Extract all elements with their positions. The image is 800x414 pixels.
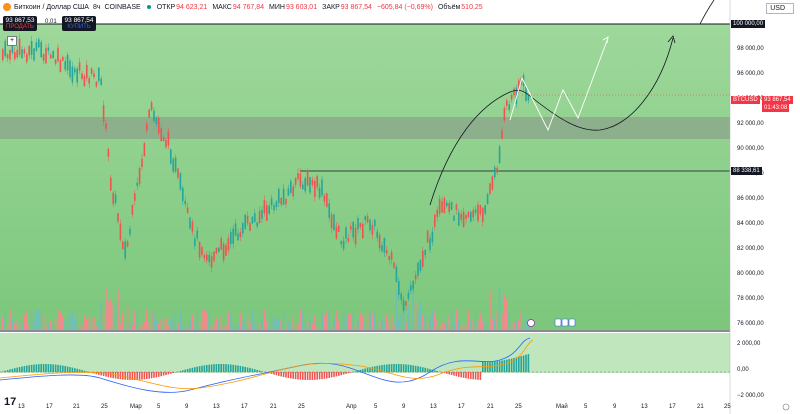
time-tick: 13 bbox=[18, 404, 25, 410]
price-tick: 84 000,00 bbox=[737, 221, 764, 227]
time-tick: 17 bbox=[46, 404, 53, 410]
price-tick: 96 000,00 bbox=[737, 71, 764, 77]
high-label: МАКС bbox=[212, 3, 232, 11]
price-tick: 98 000,00 bbox=[737, 46, 764, 52]
volume-label: Объём bbox=[437, 3, 461, 11]
price-tick: 82 000,00 bbox=[737, 246, 764, 252]
time-tick: 5 bbox=[584, 404, 588, 410]
macd-histogram bbox=[2, 354, 530, 380]
tradingview-logo[interactable]: 17 bbox=[4, 396, 17, 408]
price-tick: 86 000,00 bbox=[737, 196, 764, 202]
currency-button[interactable]: USD bbox=[766, 3, 794, 14]
time-tick: 13 bbox=[641, 404, 648, 410]
price-pane-background bbox=[0, 24, 730, 330]
drawing-arc-up[interactable] bbox=[429, 89, 531, 206]
price-tick: 90 000,00 bbox=[737, 146, 764, 152]
time-tick: 13 bbox=[213, 404, 220, 410]
time-tick: 17 bbox=[669, 404, 676, 410]
time-tick: 9 bbox=[185, 404, 189, 410]
volume-value: 510,25 bbox=[461, 3, 483, 11]
event-marker-icon[interactable] bbox=[527, 319, 535, 327]
spread-value: 0,01 bbox=[45, 19, 57, 25]
buy-label: КУПИТЬ bbox=[67, 24, 91, 30]
time-tick: 25 bbox=[298, 404, 305, 410]
time-tick: 17 bbox=[241, 404, 248, 410]
current-symbol-badge: BTCUSD bbox=[731, 96, 760, 104]
price-tick: 80 000,00 bbox=[737, 271, 764, 277]
low-label: МИН bbox=[269, 3, 285, 11]
interval[interactable]: 8ч bbox=[92, 3, 101, 11]
sell-label: ПРОДАТЬ bbox=[6, 24, 34, 30]
earnings-marker-icon[interactable] bbox=[554, 318, 562, 327]
time-tick: Мар bbox=[130, 404, 142, 410]
time-tick: Апр bbox=[346, 404, 357, 410]
macd-tick: −2 000,00 bbox=[737, 393, 764, 399]
signal-line bbox=[0, 339, 534, 390]
macd-positive-zone bbox=[0, 333, 730, 373]
zigzag-arrow-icon bbox=[602, 36, 609, 44]
add-indicator-button[interactable]: + bbox=[7, 36, 17, 46]
drawing-curve-top[interactable] bbox=[699, 0, 715, 25]
volume-bars bbox=[2, 287, 530, 330]
sell-price: 93 867,53 bbox=[5, 17, 35, 24]
buy-price: 93 867,54 bbox=[64, 17, 94, 24]
time-tick: 5 bbox=[157, 404, 161, 410]
macd-tick: 2 000,00 bbox=[737, 341, 761, 347]
time-tick: 9 bbox=[613, 404, 617, 410]
sell-button[interactable]: 93 867,53 ПРОДАТЬ bbox=[3, 16, 37, 31]
time-tick: 13 bbox=[430, 404, 437, 410]
close-value: 93 867,54 bbox=[340, 3, 372, 11]
earnings-marker-icon[interactable] bbox=[561, 318, 569, 327]
time-tick: 5 bbox=[374, 404, 378, 410]
market-status-icon bbox=[146, 5, 151, 9]
resistance-zone bbox=[0, 117, 730, 139]
time-tick: 25 bbox=[724, 404, 731, 410]
price-tick: 76 000,00 bbox=[737, 321, 764, 327]
time-tick: 9 bbox=[402, 404, 406, 410]
settings-icon[interactable] bbox=[782, 403, 790, 411]
time-tick: 17 bbox=[458, 404, 465, 410]
symbol-name[interactable]: Биткоин / Доллар США bbox=[14, 3, 89, 11]
level-100k-badge: 100 000,00 bbox=[731, 20, 766, 28]
open-value: 94 623,21 bbox=[176, 3, 208, 11]
buy-button[interactable]: 93 867,54 КУПИТЬ bbox=[62, 16, 96, 31]
drawing-zigzag-forecast[interactable] bbox=[509, 37, 609, 132]
bitcoin-icon bbox=[3, 3, 11, 11]
price-tick: 92 000,00 bbox=[737, 121, 764, 127]
curve-arrow-icon bbox=[667, 35, 676, 44]
drawing-curve-forecast[interactable] bbox=[529, 37, 674, 131]
price-tick: 78 000,00 bbox=[737, 296, 764, 302]
time-tick: 21 bbox=[697, 404, 704, 410]
high-value: 94 767,84 bbox=[232, 3, 265, 11]
close-label: ЗАКР bbox=[322, 3, 340, 11]
chart-header: Биткоин / Доллар США 8ч COINBASE ОТКР 94 … bbox=[0, 0, 488, 14]
exchange[interactable]: COINBASE bbox=[104, 3, 141, 11]
time-tick: 21 bbox=[487, 404, 494, 410]
countdown-badge: 01:43:08 bbox=[762, 104, 790, 112]
time-tick: 21 bbox=[73, 404, 80, 410]
level-88k-badge: 88 338,61 bbox=[731, 167, 762, 175]
low-value: 93 603,01 bbox=[285, 3, 318, 11]
macd-tick: 0,00 bbox=[737, 367, 749, 373]
time-tick: 25 bbox=[101, 404, 108, 410]
time-tick: Май bbox=[556, 404, 568, 410]
candlesticks bbox=[2, 34, 530, 314]
open-label: ОТКР bbox=[156, 3, 176, 11]
time-tick: 25 bbox=[515, 404, 522, 410]
change-value: −605,84 (−0,69%) bbox=[376, 3, 433, 11]
earnings-marker-icon[interactable] bbox=[568, 318, 576, 327]
current-price-badge: 93 867,54 bbox=[762, 96, 793, 104]
time-tick: 21 bbox=[270, 404, 277, 410]
